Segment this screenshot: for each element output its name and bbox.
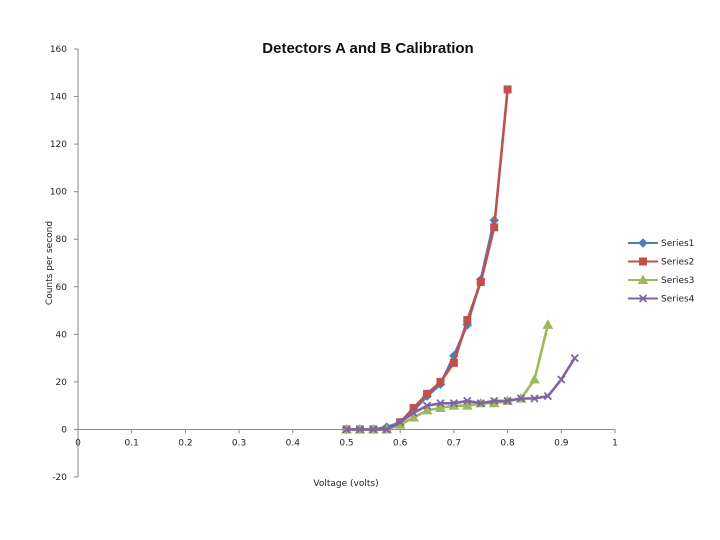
data-point <box>355 425 365 434</box>
legend-item: Series3 <box>628 274 694 286</box>
series-2 <box>342 85 512 434</box>
x-tick-label: 0.2 <box>178 438 192 448</box>
legend-marker <box>637 274 649 284</box>
data-point <box>449 399 459 408</box>
x-tick-label: 0.3 <box>232 438 246 448</box>
x-tick-label: 0.6 <box>393 438 408 448</box>
legend-label: Series2 <box>661 258 694 268</box>
legend-item: Series4 <box>628 294 695 305</box>
data-point <box>421 404 433 415</box>
legend-label: Series1 <box>661 239 694 249</box>
data-point <box>543 392 553 401</box>
series-3 <box>341 319 554 434</box>
data-point <box>490 223 499 232</box>
legend-marker <box>638 238 648 248</box>
data-point <box>542 319 554 329</box>
y-tick-label: 60 <box>56 283 68 293</box>
x-tick-label: 0.9 <box>554 438 569 448</box>
data-point <box>530 394 539 403</box>
x-tick-label: 0 <box>75 438 81 448</box>
data-point <box>422 401 432 410</box>
data-point <box>503 85 512 94</box>
y-tick-label: 140 <box>50 93 67 103</box>
data-point <box>423 389 432 398</box>
series-line <box>346 89 509 431</box>
chart-title: Detectors A and B Calibration <box>262 40 473 57</box>
data-point <box>476 278 485 287</box>
legend-label: Series3 <box>661 276 694 286</box>
data-point <box>490 396 499 406</box>
y-tick-label: 0 <box>61 425 67 435</box>
y-tick-label: 40 <box>56 330 68 340</box>
axes: -20 0 20 40 60 80 100 120 140 160 0 0.1 0.2 0.3 0.4 0.5… <box>50 45 618 483</box>
x-tick-label: 0.8 <box>500 438 515 448</box>
legend: Series1 Series2 Series3 Series4 <box>628 238 695 305</box>
y-tick-label: 100 <box>50 188 67 198</box>
legend-item: Series2 <box>628 257 694 268</box>
data-point <box>529 373 540 384</box>
series-layer <box>341 85 579 435</box>
data-point <box>503 396 512 406</box>
data-point <box>570 353 579 363</box>
y-tick-label: 160 <box>50 45 67 55</box>
legend-item: Series1 <box>628 238 694 249</box>
y-tick-label: 80 <box>56 235 68 245</box>
data-point <box>461 400 473 410</box>
data-point <box>382 425 391 434</box>
y-tick-label: -20 <box>52 473 67 483</box>
data-point <box>436 399 445 408</box>
data-point <box>408 412 419 422</box>
legend-label: Series4 <box>661 295 695 305</box>
x-axis-label: Voltage (volts) <box>313 479 378 489</box>
x-tick-label: 0.4 <box>286 438 301 448</box>
data-point <box>396 418 405 427</box>
series-line <box>346 219 496 431</box>
y-tick-label: 20 <box>56 378 68 388</box>
data-point <box>369 425 378 434</box>
x-tick-label: 0.5 <box>339 438 353 448</box>
data-point <box>463 396 472 406</box>
data-point <box>435 402 446 413</box>
data-point <box>557 375 566 384</box>
data-point <box>449 358 458 367</box>
x-tick-label: 1 <box>612 438 618 448</box>
data-point <box>409 408 418 417</box>
data-point <box>516 394 526 403</box>
data-point <box>476 399 485 408</box>
legend-marker <box>639 257 647 266</box>
data-point <box>436 377 445 386</box>
series-4 <box>342 353 579 434</box>
legend-marker <box>638 294 648 303</box>
data-point <box>463 316 472 325</box>
y-tick-label: 120 <box>50 140 67 150</box>
x-tick-label: 0.1 <box>125 438 139 448</box>
series-line <box>346 324 550 431</box>
y-axis-label: Counts per second <box>45 221 55 305</box>
series-line <box>346 357 576 431</box>
x-tick-label: 0.7 <box>447 438 461 448</box>
data-point <box>342 425 351 434</box>
